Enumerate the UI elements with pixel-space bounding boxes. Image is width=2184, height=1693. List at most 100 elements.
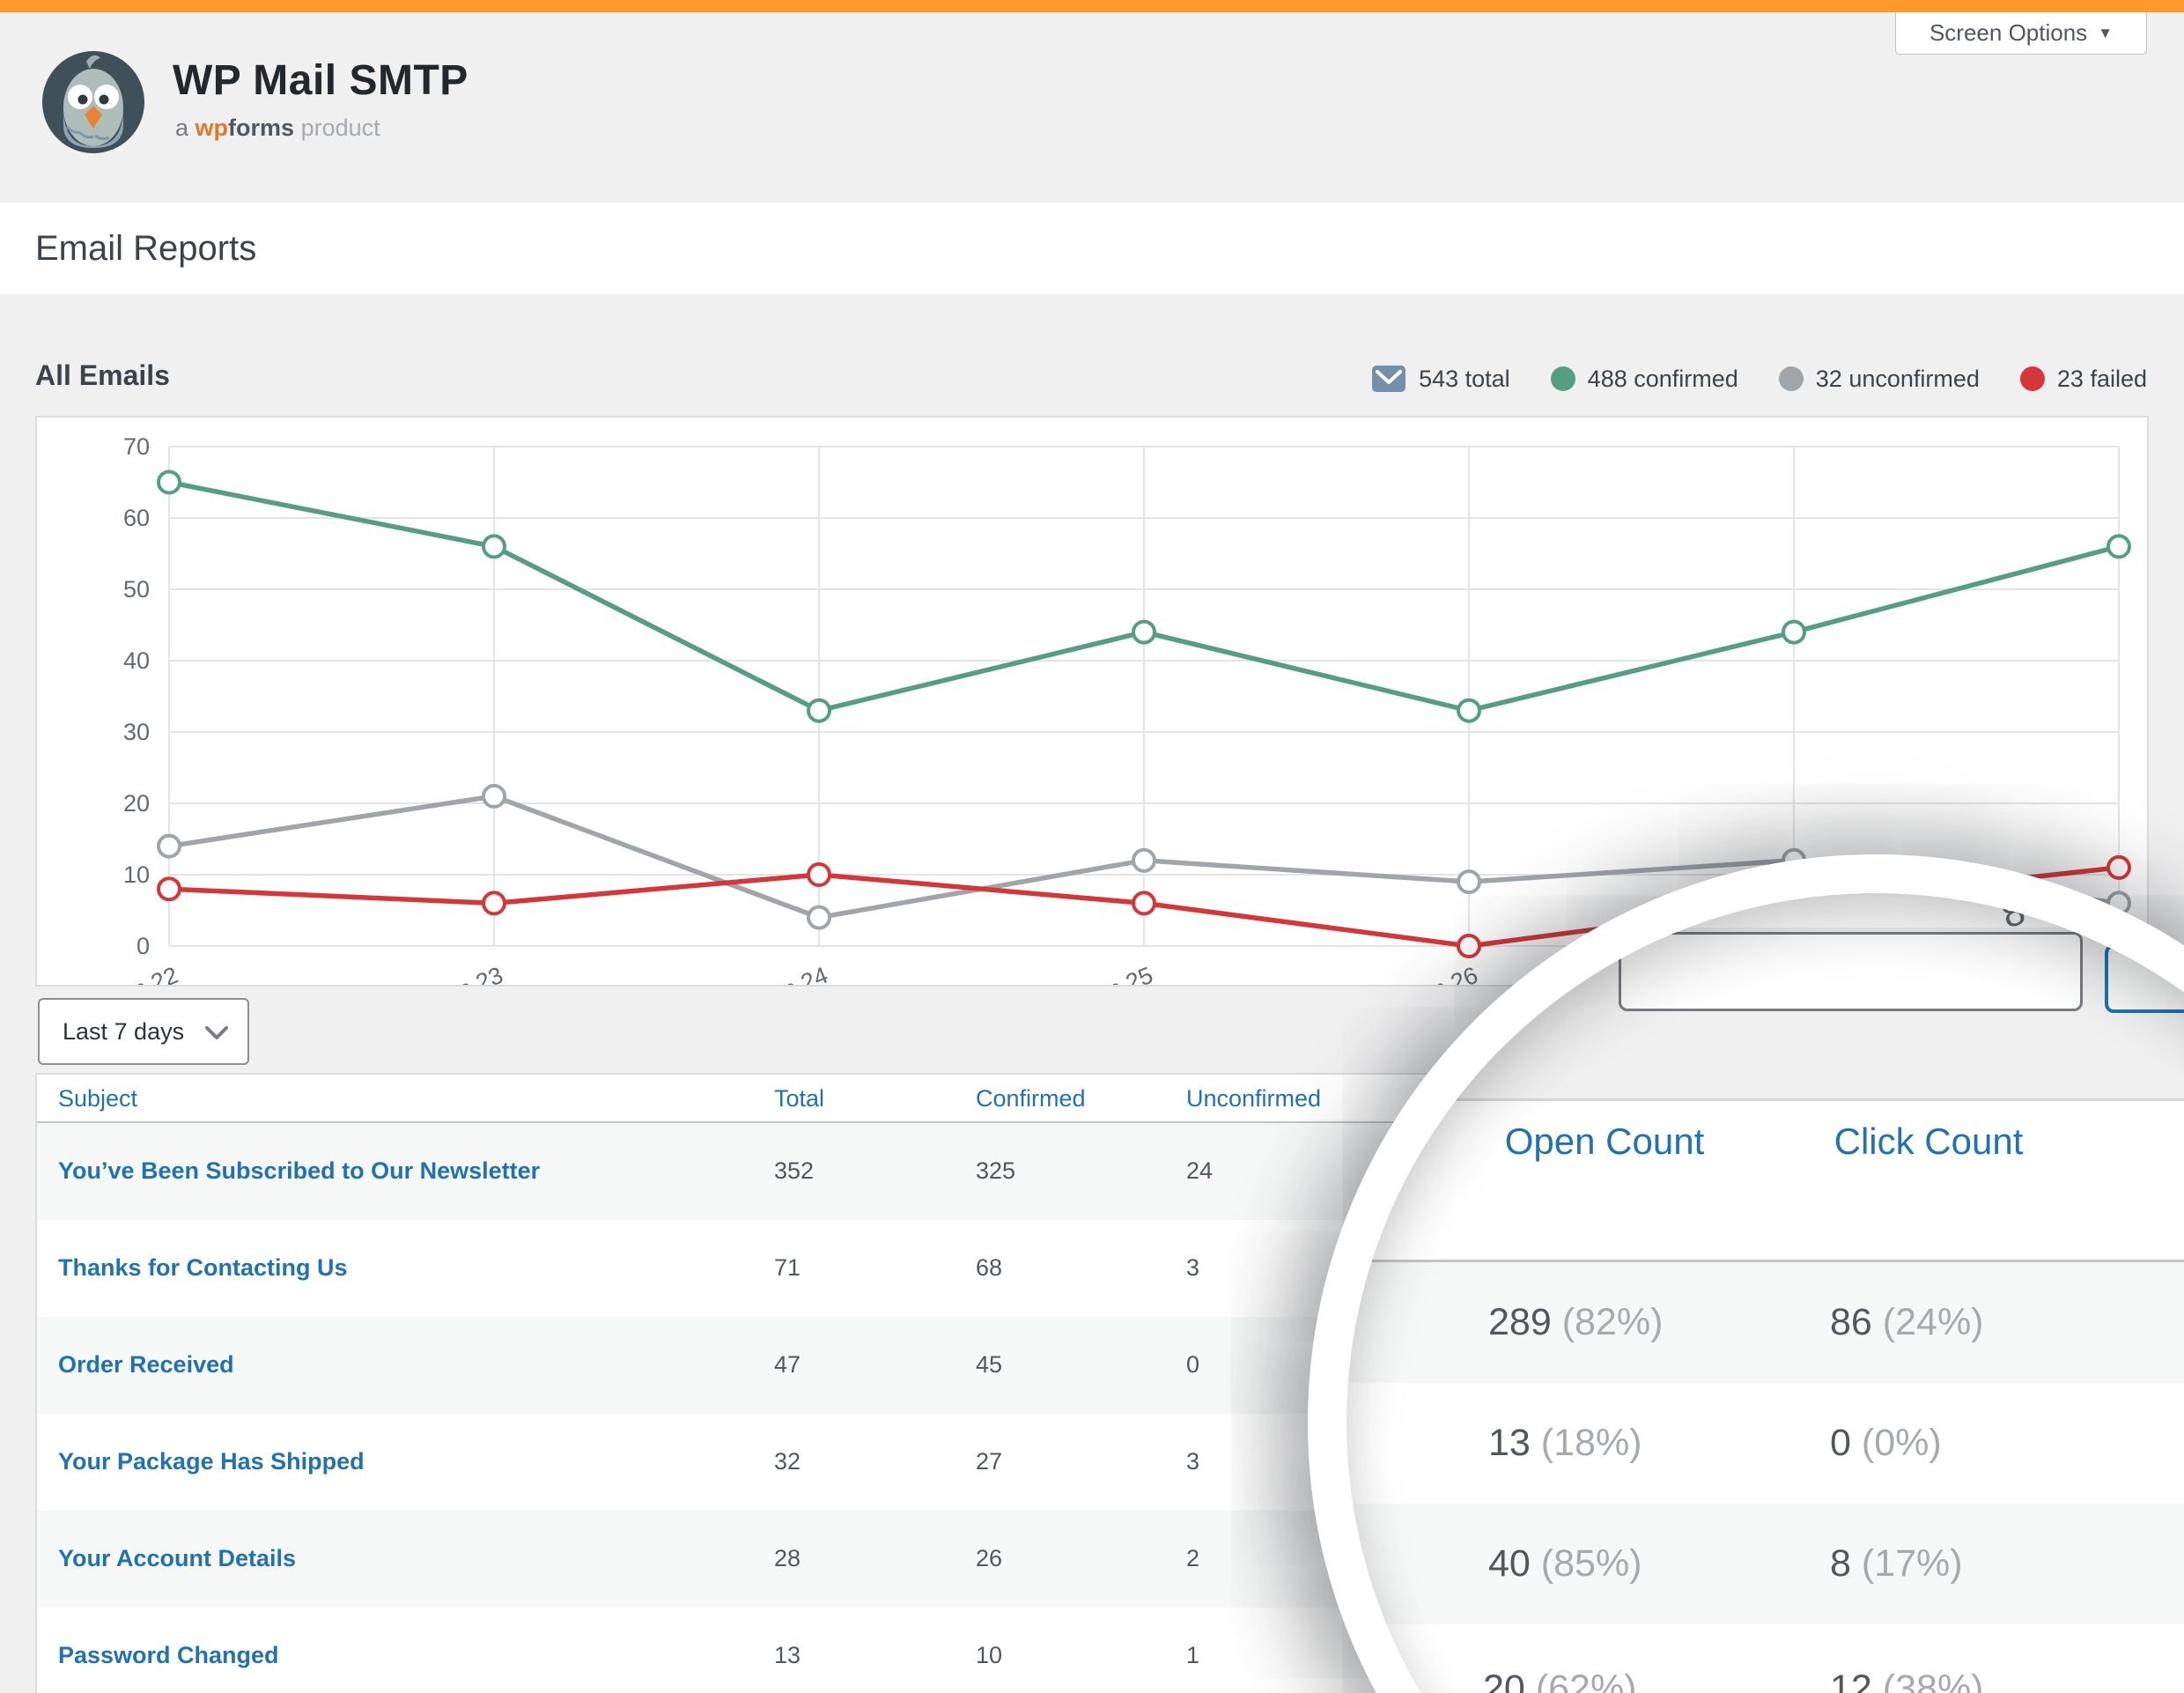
click-count-value: 8	[1830, 1542, 1851, 1585]
section-title: All Emails	[35, 359, 170, 391]
magnified-table-top-border	[1347, 1098, 2184, 1101]
legend-label-failed: 23 failed	[2056, 365, 2147, 392]
screen-options-button[interactable]: Screen Options ▼	[1895, 12, 2147, 55]
magnified-table-row: 20 (62%) 12 (38%)	[1347, 1624, 2184, 1693]
svg-text:0: 0	[136, 933, 150, 959]
page-title-band: Email Reports	[0, 203, 2184, 294]
unconfirmed-cell: 2	[1186, 1545, 1200, 1571]
byline-suffix: product	[300, 115, 380, 141]
svg-text:20: 20	[123, 790, 150, 817]
confirmed-cell: 45	[976, 1351, 1003, 1378]
click-count-value: 86	[1830, 1301, 1872, 1343]
app-title: WP Mail SMTP	[173, 57, 469, 104]
confirmed-cell: 325	[976, 1157, 1016, 1184]
app-byline: a wpforms product	[175, 115, 380, 142]
legend-item-failed: 23 failed	[2019, 365, 2147, 393]
click-count-value: 12	[1830, 1667, 1872, 1693]
failed-dot-icon	[2019, 366, 2045, 391]
envelope-icon	[1372, 366, 1406, 392]
svg-text:Jan 23: Jan 23	[431, 962, 506, 985]
page-title: Email Reports	[35, 229, 257, 268]
legend-item-unconfirmed: 32 unconfirmed	[1778, 365, 1980, 393]
magnified-axis-label-fragment: 8	[1996, 889, 2031, 937]
svg-text:70: 70	[123, 433, 150, 460]
magnified-table-row: 40 (85%) 8 (17%)	[1347, 1504, 2184, 1624]
total-cell: 28	[774, 1545, 801, 1571]
screen-options-label: Screen Options	[1929, 19, 2088, 46]
svg-text:30: 30	[123, 719, 150, 745]
svg-text:Jan 25: Jan 25	[1081, 962, 1156, 985]
byline-wpforms-forms: forms	[228, 115, 295, 141]
open-count-percent: (18%)	[1540, 1422, 1642, 1464]
unconfirmed-cell: 1	[1186, 1642, 1200, 1668]
magnified-column-header-click-count: Click Count	[1834, 1120, 2024, 1162]
confirmed-dot-icon	[1550, 366, 1575, 391]
subject-link[interactable]: Your Account Details	[58, 1545, 297, 1571]
total-cell: 71	[774, 1254, 801, 1281]
magnified-search-input	[1619, 932, 2083, 1011]
chart-legend: 543 total 488 confirmed 32 unconfirmed 2…	[1371, 365, 2147, 393]
unconfirmed-cell: 3	[1186, 1448, 1200, 1475]
open-count-percent: (82%)	[1561, 1301, 1664, 1343]
click-count-percent: (38%)	[1882, 1667, 1984, 1693]
table-row: Thanks for Contacting Us 71 68 3	[37, 1220, 2147, 1317]
chevron-down-icon: ▼	[2098, 24, 2114, 41]
click-count-percent: (17%)	[1861, 1542, 1963, 1585]
magnified-gridline	[2147, 893, 2149, 906]
unconfirmed-dot-icon	[1778, 366, 1804, 391]
total-cell: 352	[774, 1157, 815, 1184]
open-count-value: 13	[1488, 1422, 1531, 1464]
unconfirmed-cell: 3	[1186, 1254, 1200, 1281]
byline-prefix: a	[175, 115, 189, 141]
magnified-chart-fragment: 8	[1347, 893, 2184, 937]
chevron-down-icon	[205, 1026, 228, 1039]
total-cell: 47	[774, 1351, 801, 1378]
subject-link[interactable]: Password Changed	[58, 1642, 279, 1668]
svg-text:10: 10	[123, 861, 150, 888]
confirmed-cell: 68	[976, 1254, 1003, 1281]
svg-text:60: 60	[123, 505, 150, 531]
column-header-confirmed[interactable]: Confirmed	[976, 1085, 1086, 1112]
svg-text:Jan 26: Jan 26	[1406, 962, 1481, 985]
table-row: Your Package Has Shipped 32 27 3	[37, 1414, 2147, 1511]
column-header-subject[interactable]: Subject	[58, 1085, 138, 1112]
subject-link[interactable]: You’ve Been Subscribed to Our Newsletter	[58, 1157, 541, 1184]
magnified-column-header-open-count: Open Count	[1504, 1120, 1705, 1162]
legend-label-unconfirmed: 32 unconfirmed	[1815, 365, 1980, 392]
legend-label-confirmed: 488 confirmed	[1587, 365, 1738, 392]
svg-text:Jan 22: Jan 22	[106, 962, 181, 985]
subject-link[interactable]: Thanks for Contacting Us	[58, 1254, 348, 1281]
legend-item-total: 543 total	[1371, 365, 1510, 393]
confirmed-cell: 26	[976, 1545, 1003, 1571]
top-accent-bar	[0, 0, 2184, 12]
subject-link[interactable]: Order Received	[58, 1351, 234, 1378]
open-count-value: 289	[1488, 1301, 1552, 1343]
table-row: Password Changed 13 10 1 2	[37, 1608, 2147, 1693]
table-header-row: Subject Total Confirmed Unconfirmed	[37, 1075, 2147, 1123]
magnified-table-row: 289 (82%) 86 (24%)	[1347, 1262, 2184, 1383]
legend-item-confirmed: 488 confirmed	[1550, 365, 1738, 393]
svg-text:50: 50	[123, 576, 150, 603]
svg-text:40: 40	[123, 647, 150, 674]
magnified-table-row: 13 (18%) 0 (0%)	[1347, 1383, 2184, 1504]
date-range-select[interactable]: Last 7 days	[38, 998, 249, 1065]
date-range-value: Last 7 days	[63, 1017, 185, 1045]
column-header-total[interactable]: Total	[774, 1085, 825, 1112]
open-count-value: 40	[1488, 1542, 1531, 1585]
unconfirmed-cell: 24	[1186, 1157, 1214, 1184]
total-cell: 32	[774, 1448, 801, 1475]
all-emails-chart-card: 0 10 20 30 40 50 60 70 Jan 22 Jan 23 Jan 24 Jan 25 J…	[35, 416, 2149, 1013]
click-count-percent: (0%)	[1861, 1422, 1942, 1464]
open-count-value: 20	[1483, 1667, 1525, 1693]
confirmed-cell: 27	[976, 1448, 1003, 1475]
magnifier-lens-overlay: 8 Open Count Click Count 289 (82%) 86 (2…	[1308, 854, 2184, 1693]
open-count-percent: (62%)	[1535, 1667, 1637, 1693]
unconfirmed-cell: 0	[1186, 1351, 1200, 1378]
svg-text:Jan 24: Jan 24	[756, 962, 831, 985]
column-header-unconfirmed[interactable]: Unconfirmed	[1186, 1085, 1322, 1112]
total-cell: 13	[774, 1642, 801, 1668]
wp-mail-smtp-pigeon-logo-icon	[42, 51, 144, 153]
click-count-percent: (24%)	[1882, 1301, 1984, 1343]
subject-link[interactable]: Your Package Has Shipped	[58, 1448, 365, 1475]
